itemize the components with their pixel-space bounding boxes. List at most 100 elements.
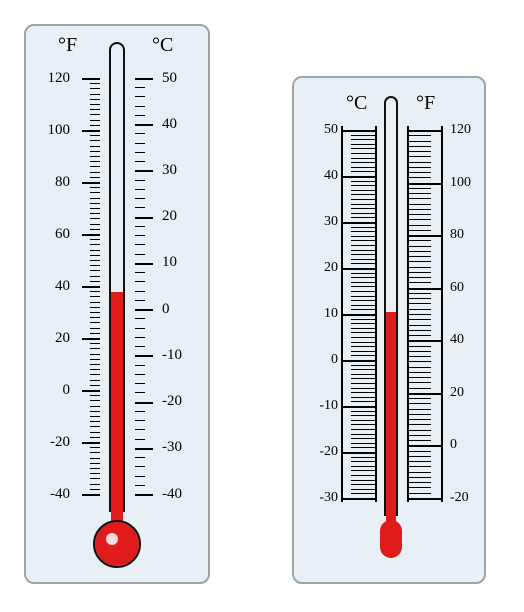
tick-minor xyxy=(90,177,100,178)
tick-minor xyxy=(407,356,431,357)
tick-label: 20 xyxy=(450,385,484,401)
tick-minor xyxy=(407,330,431,331)
tick-minor xyxy=(90,296,100,297)
tick-minor xyxy=(90,244,100,245)
tick-minor xyxy=(90,380,100,381)
tick-minor xyxy=(351,153,375,154)
tick-minor xyxy=(351,351,375,352)
tick-minor xyxy=(90,140,100,141)
tick-major xyxy=(82,494,100,496)
tick-minor xyxy=(407,319,431,320)
tick-minor xyxy=(90,489,100,490)
tick-minor xyxy=(351,286,375,287)
tick-minor xyxy=(351,369,375,370)
tick-label: 80 xyxy=(36,174,70,191)
tick-major xyxy=(82,130,100,132)
tick-minor xyxy=(407,487,431,488)
tick-major xyxy=(82,182,100,184)
tick-minor xyxy=(135,207,145,208)
tick-major xyxy=(407,235,441,237)
tick-minor xyxy=(90,218,100,219)
tick-minor xyxy=(351,139,375,140)
tick-minor xyxy=(90,166,100,167)
tick-minor xyxy=(351,489,375,490)
tick-major xyxy=(407,130,441,132)
tick-minor xyxy=(407,309,431,310)
tick-minor xyxy=(135,244,145,245)
tick-minor xyxy=(407,456,431,457)
tick-minor xyxy=(90,109,100,110)
tick-minor xyxy=(135,189,145,190)
tick-label: -20 xyxy=(36,434,70,451)
tick-minor xyxy=(407,424,431,425)
tick-minor xyxy=(351,365,375,366)
tick-minor xyxy=(90,411,100,412)
tick-minor xyxy=(90,395,100,396)
tick-minor xyxy=(351,199,375,200)
tick-minor xyxy=(135,106,145,107)
tick-minor xyxy=(135,87,145,88)
tick-minor xyxy=(135,272,145,273)
tick-minor xyxy=(407,230,431,231)
tick-minor xyxy=(351,415,375,416)
tick-minor xyxy=(351,424,375,425)
tick-minor xyxy=(90,291,100,292)
tick-minor xyxy=(90,302,100,303)
tick-major xyxy=(407,340,441,342)
tick-minor xyxy=(135,133,145,134)
tick-label: 20 xyxy=(304,260,338,276)
tick-major xyxy=(407,288,441,290)
tick-major xyxy=(135,170,153,172)
tick-minor xyxy=(90,114,100,115)
tick-minor xyxy=(351,144,375,145)
tick-major xyxy=(341,130,375,132)
tick-minor xyxy=(351,167,375,168)
tick-minor xyxy=(351,204,375,205)
tick-minor xyxy=(407,293,431,294)
tick-minor xyxy=(90,328,100,329)
tick-minor xyxy=(407,282,431,283)
tick-minor xyxy=(351,282,375,283)
tick-minor xyxy=(351,484,375,485)
tick-label: -30 xyxy=(304,490,338,506)
tick-minor xyxy=(351,300,375,301)
tick-minor xyxy=(90,473,100,474)
bulb-fill-right xyxy=(380,520,402,558)
unit-label-left-f: °F xyxy=(58,34,77,57)
tick-minor xyxy=(90,333,100,334)
tick-label: 50 xyxy=(304,122,338,138)
tick-minor xyxy=(351,250,375,251)
tick-minor xyxy=(407,272,431,273)
tick-major xyxy=(135,402,153,404)
tick-major xyxy=(82,338,100,340)
tick-minor xyxy=(135,198,145,199)
tick-minor xyxy=(407,156,431,157)
tick-minor xyxy=(407,188,431,189)
tick-minor xyxy=(351,420,375,421)
tick-label: -20 xyxy=(450,490,484,506)
tick-minor xyxy=(90,478,100,479)
tick-minor xyxy=(407,440,431,441)
tick-major xyxy=(82,442,100,444)
tick-minor xyxy=(351,171,375,172)
tick-minor xyxy=(90,276,100,277)
tick-minor xyxy=(135,300,145,301)
tick-minor xyxy=(351,447,375,448)
tick-minor xyxy=(351,323,375,324)
tick-label: 100 xyxy=(36,122,70,139)
tick-minor xyxy=(351,434,375,435)
tick-minor xyxy=(351,259,375,260)
tick-minor xyxy=(90,406,100,407)
tick-minor xyxy=(351,291,375,292)
tick-minor xyxy=(90,135,100,136)
tick-minor xyxy=(407,303,431,304)
tick-minor xyxy=(351,148,375,149)
tick-major xyxy=(82,234,100,236)
tick-minor xyxy=(90,452,100,453)
tick-minor xyxy=(135,476,145,477)
tick-minor xyxy=(407,151,431,152)
tick-minor xyxy=(351,443,375,444)
tick-major xyxy=(82,286,100,288)
tick-label: 0 xyxy=(304,352,338,368)
tick-minor xyxy=(351,378,375,379)
